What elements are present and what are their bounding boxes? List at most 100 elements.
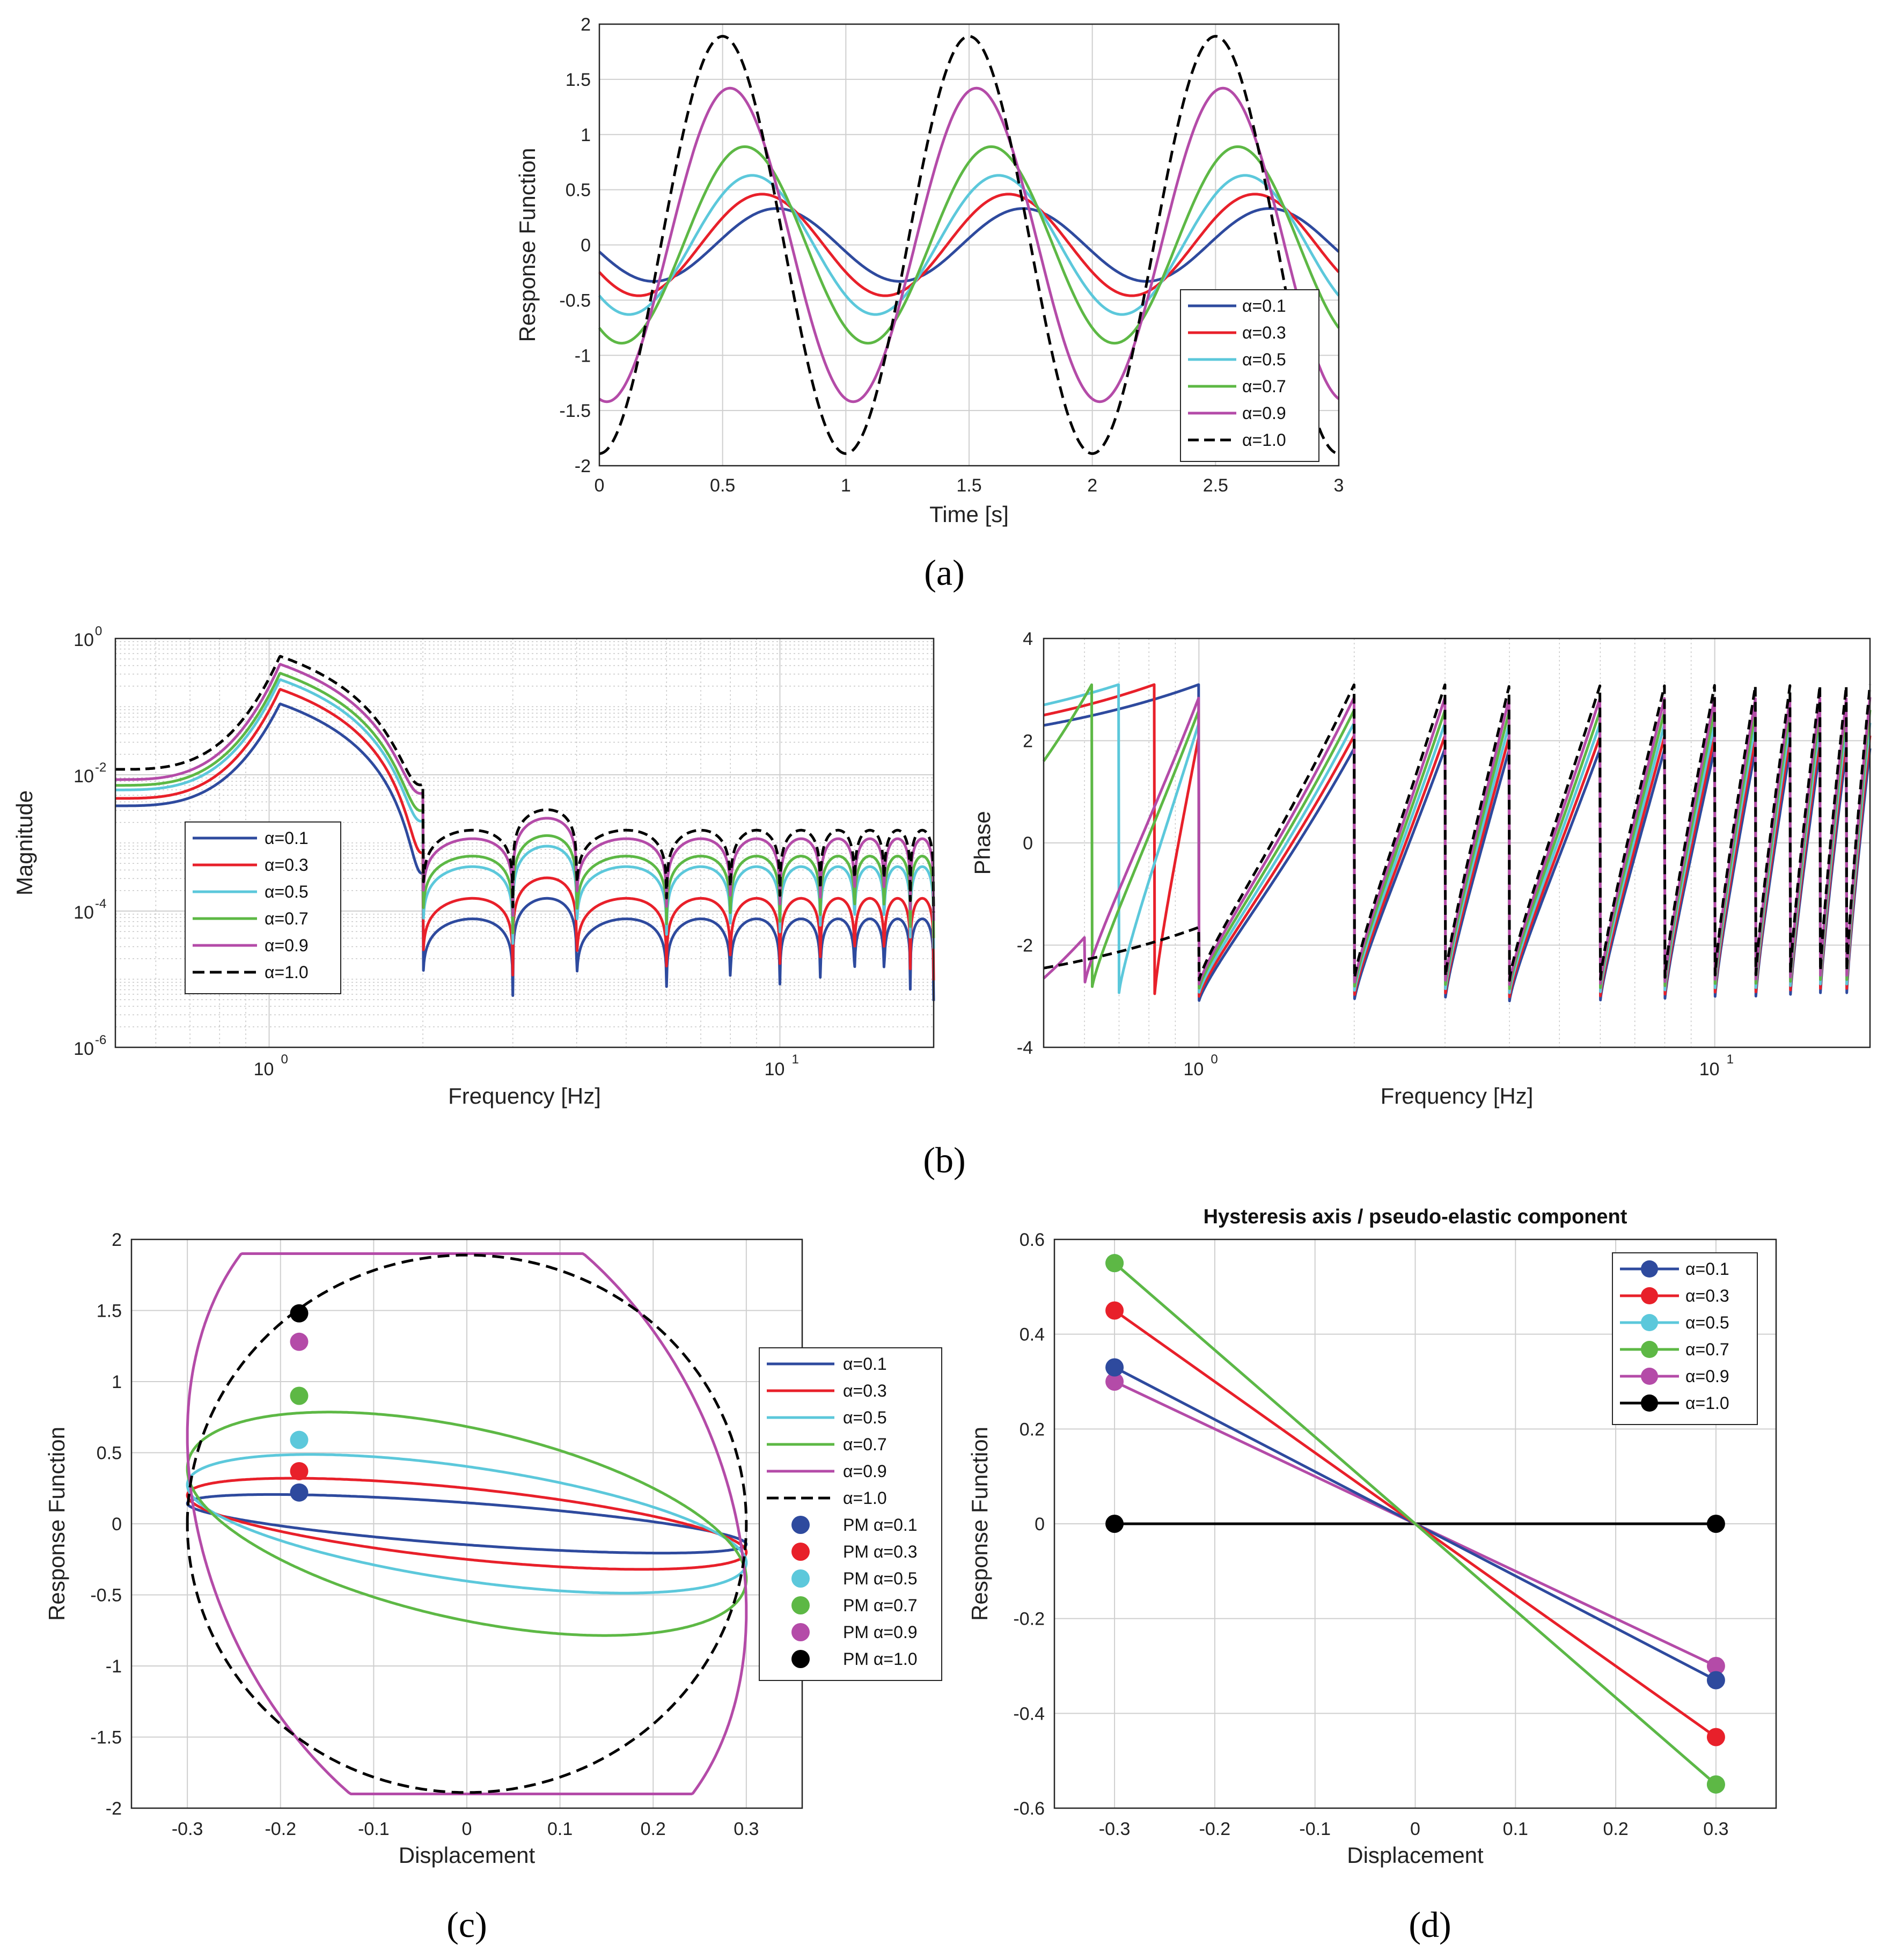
y-tick-label: 2 <box>1023 731 1033 752</box>
magnitude-line-alpha-1 <box>114 702 935 1001</box>
pm-marker-alpha-6 <box>290 1304 309 1323</box>
hysteresis-marker-alpha-6 <box>1706 1515 1725 1533</box>
legend-label: α=0.9 <box>265 936 309 955</box>
magnitude-line-alpha-5 <box>114 663 935 921</box>
x-tick-label: 0.3 <box>734 1819 759 1839</box>
panel-c-response-vs-displacement: -0.3 -0.2 -0.1 0 0.1 0.2 0.3 -2 -1.5 -1 -0.5 0 0.5 1 1… <box>44 1230 942 1868</box>
series-line-alpha-4 <box>598 145 1340 345</box>
panel-label-b: (b) <box>923 1140 965 1180</box>
pm-marker-alpha-4 <box>290 1386 309 1405</box>
y-tick-label: -2 <box>575 456 591 476</box>
x-axis-label: Frequency [Hz] <box>448 1083 601 1109</box>
x-axis-label: Displacement <box>1347 1842 1484 1868</box>
legend-c-box <box>759 1347 942 1681</box>
hysteresis-marker-alpha-5 <box>1105 1372 1124 1391</box>
legend-marker <box>1641 1287 1658 1304</box>
series-line-alpha-3 <box>598 174 1340 316</box>
x-tick-label: 0.1 <box>547 1819 573 1839</box>
y-tick-label-base: 10 <box>74 902 94 923</box>
x-tick-label: 0.1 <box>1503 1819 1528 1839</box>
x-tick-label: 1 <box>841 475 851 496</box>
legend-label: α=0.7 <box>843 1435 887 1454</box>
y-tick-label: 0.5 <box>566 180 591 201</box>
magnitude-line-alpha-2 <box>114 688 935 981</box>
x-tick-label-base: 10 <box>254 1059 274 1080</box>
series-line-alpha-5 <box>598 86 1340 403</box>
y-tick-label-base: 10 <box>74 1039 94 1059</box>
legend-label: α=0.7 <box>1242 377 1286 396</box>
legend-marker <box>791 1596 810 1614</box>
y-tick-label: -0.5 <box>90 1585 122 1606</box>
legend-label: α=1.0 <box>1685 1393 1729 1413</box>
legend-label: PM α=1.0 <box>843 1649 918 1669</box>
x-tick-label-exponent: 1 <box>791 1052 798 1067</box>
y-tick-label: 0.2 <box>1020 1419 1045 1440</box>
hysteresis-marker-alpha-2 <box>1105 1301 1124 1320</box>
y-tick-label-exponent: -2 <box>95 760 106 775</box>
x-tick-label: -0.1 <box>1299 1819 1331 1839</box>
legend-label: PM α=0.1 <box>843 1515 918 1535</box>
y-axis-label: Magnitude <box>12 790 37 895</box>
x-tick-label: 0 <box>462 1819 472 1839</box>
y-tick-label: -2 <box>106 1798 122 1819</box>
legend-marker <box>1641 1260 1658 1278</box>
axes-frame <box>1043 637 1871 1048</box>
y-axis-label: Phase <box>970 811 995 875</box>
y-tick-label: 0.4 <box>1020 1325 1045 1345</box>
panel-label-c: (c) <box>446 1904 487 1945</box>
legend-label: α=0.5 <box>843 1408 887 1427</box>
hysteresis-marker-alpha-1 <box>1105 1358 1124 1377</box>
x-tick-label: 1.5 <box>956 475 981 496</box>
x-tick-label: 2.5 <box>1203 475 1228 496</box>
panel-d-hysteresis-axis: -0.3 -0.2 -0.1 0 0.1 0.2 0.3 -0.6 -0.4 -0.2 0 0.2 0.… <box>967 1206 1777 1868</box>
y-axis-label: Response Function <box>967 1427 992 1621</box>
y-tick-label: -0.5 <box>559 290 591 311</box>
x-tick-label: -0.2 <box>1199 1819 1231 1839</box>
x-tick-label: 0.2 <box>1603 1819 1628 1839</box>
legend-marker <box>1641 1314 1658 1331</box>
axes-frame <box>114 637 935 1048</box>
y-tick-label: 0.5 <box>97 1443 122 1464</box>
legend-label: α=0.1 <box>265 828 309 848</box>
y-tick-label: 1.5 <box>566 70 591 90</box>
panel-b-phase: 10 0 10 1 -4 -2 0 2 4 Frequency [Hz] Phase <box>970 629 1872 1109</box>
legend-label: α=0.5 <box>1685 1313 1729 1332</box>
legend-label: PM α=0.7 <box>843 1596 918 1615</box>
x-tick-label-base: 10 <box>1183 1059 1204 1080</box>
x-tick-label-exponent: 1 <box>1727 1052 1734 1067</box>
hysteresis-marker-alpha-2 <box>1706 1728 1725 1746</box>
y-tick-label: -0.6 <box>1013 1798 1045 1819</box>
chart-title: Hysteresis axis / pseudo-elastic compone… <box>1204 1206 1627 1228</box>
legend-label: α=0.1 <box>1685 1259 1729 1279</box>
legend-marker <box>1641 1341 1658 1358</box>
legend-label: α=0.3 <box>1242 323 1286 342</box>
x-axis-label: Time [s] <box>929 502 1009 527</box>
legend-a-box <box>1180 289 1319 462</box>
legend-label: α=0.7 <box>265 909 309 928</box>
x-tick-label: 3 <box>1334 475 1344 496</box>
y-axis-label: Response Function <box>515 148 540 342</box>
axes-frame <box>598 23 1340 467</box>
hysteresis-marker-alpha-6 <box>1105 1515 1124 1533</box>
magnitude-line-alpha-3 <box>114 678 935 949</box>
y-tick-label: -2 <box>1017 936 1033 956</box>
pm-marker-alpha-3 <box>290 1430 309 1449</box>
legend-label: α=1.0 <box>843 1488 887 1508</box>
y-tick-label-exponent: -4 <box>95 897 106 911</box>
y-tick-label: -1 <box>575 346 591 366</box>
y-tick-label: -1.5 <box>90 1728 122 1748</box>
y-tick-label-base: 10 <box>74 766 94 787</box>
loop-line-alpha-2 <box>186 1477 748 1571</box>
hysteresis-line-alpha-4 <box>1113 1262 1717 1786</box>
legend-label: PM α=0.9 <box>843 1623 918 1642</box>
x-tick-label: 0.5 <box>710 475 735 496</box>
y-tick-label: 0 <box>112 1514 122 1535</box>
phase-line-alpha-6 <box>1043 683 1872 982</box>
y-tick-label: 4 <box>1023 629 1033 649</box>
legend-label: α=0.1 <box>843 1354 887 1374</box>
magnitude-line-alpha-4 <box>114 672 935 938</box>
hysteresis-marker-alpha-1 <box>1706 1671 1725 1690</box>
x-tick-label-exponent: 0 <box>281 1052 288 1067</box>
legend-label: α=0.1 <box>1242 296 1286 315</box>
